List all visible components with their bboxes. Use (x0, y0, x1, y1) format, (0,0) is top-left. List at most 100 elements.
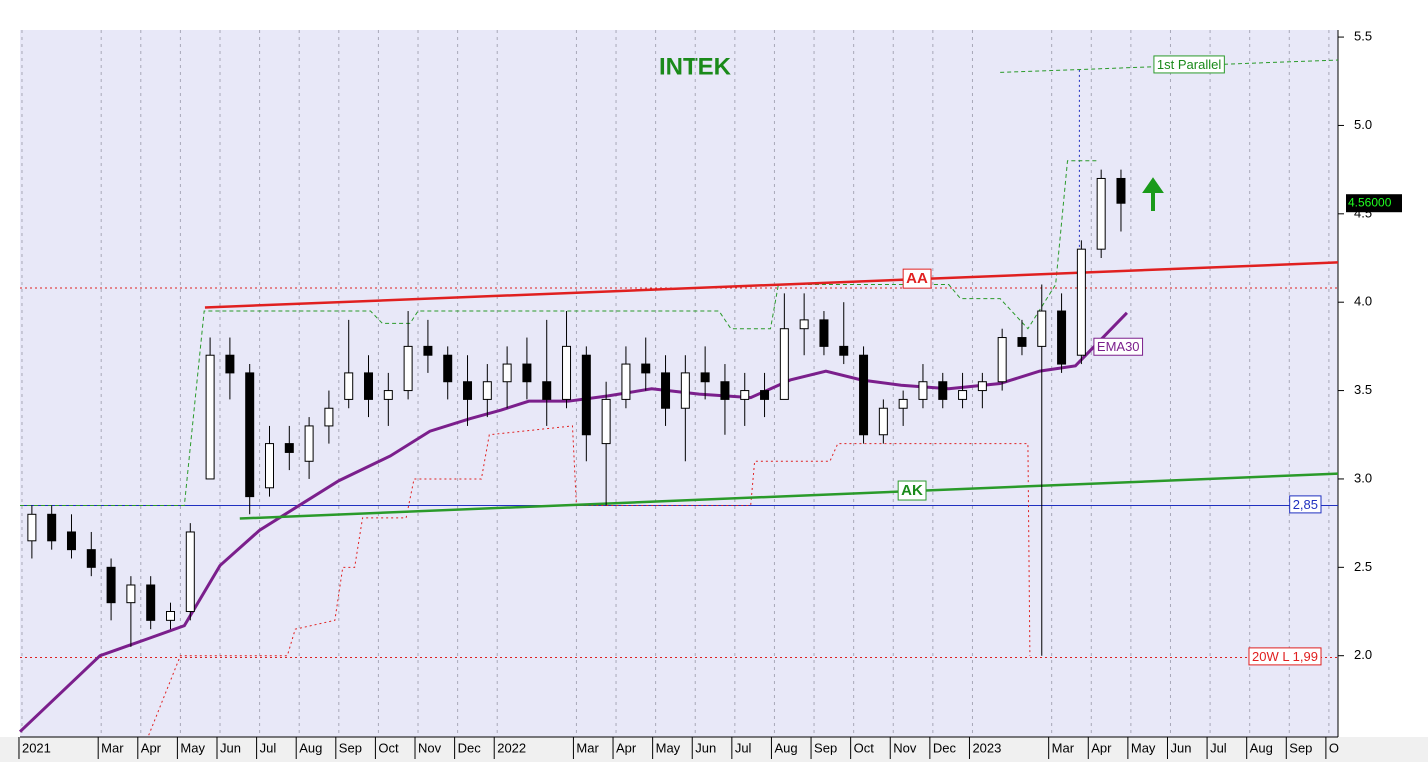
candle-body (898, 398, 908, 409)
x-tick-label: Jun (220, 740, 241, 755)
trendline (239, 472, 1339, 520)
x-tick-label: Mar (101, 740, 124, 755)
x-tick-label: Jun (695, 740, 716, 755)
candle-body (482, 381, 492, 400)
x-tick-label: Apr (141, 740, 162, 755)
candle-body (126, 584, 136, 604)
x-tick-label: Dec (933, 740, 957, 755)
y-tick-label: 2.5 (1354, 559, 1372, 574)
candle-body (522, 363, 532, 383)
candle-body (86, 549, 96, 568)
label-box (1153, 55, 1225, 74)
x-tick-label: 2022 (497, 740, 526, 755)
candle-body (1076, 248, 1086, 356)
x-tick-label: Jul (260, 740, 277, 755)
x-tick-label: May (180, 740, 205, 755)
x-tick-label: O (1329, 740, 1339, 755)
candle-body (977, 381, 987, 392)
candle-body (1017, 337, 1027, 347)
price-tag (1346, 194, 1402, 213)
y-tick-label: 2.0 (1354, 647, 1372, 662)
candle-body (779, 328, 789, 400)
candle-body (284, 443, 294, 453)
y-tick-label: 3.0 (1354, 470, 1372, 485)
candle-body (205, 354, 215, 480)
x-tick-label: Oct (378, 740, 399, 755)
y-tick-label: 5.5 (1354, 29, 1372, 44)
candle-body (165, 611, 175, 621)
x-tick-label: May (656, 740, 681, 755)
candle-body (918, 381, 928, 400)
trendline-label: AA (906, 270, 928, 287)
label-box (897, 480, 927, 501)
x-tick-label: Apr (616, 740, 637, 755)
candle-body (680, 372, 690, 409)
plot-area (20, 30, 1338, 737)
x-tick-label: 2021 (22, 740, 51, 755)
candle-body (443, 354, 453, 383)
candle-body (720, 381, 730, 400)
up-arrow (1142, 177, 1164, 211)
x-tick-label: Mar (1052, 740, 1075, 755)
candle-body (185, 531, 195, 613)
x-tick-label: Dec (458, 740, 482, 755)
candle-body (641, 363, 651, 374)
candle-body (878, 407, 888, 436)
candle-body (760, 390, 770, 400)
x-tick-label: Aug (1250, 740, 1273, 755)
candle-body (344, 372, 354, 400)
x-tick-label: Mar (576, 740, 599, 755)
x-tick-label: Aug (299, 740, 322, 755)
candle-body (324, 407, 334, 427)
candle-body (66, 531, 76, 551)
candle-body (997, 337, 1007, 383)
trendline-label: 1st Parallel (1157, 57, 1221, 72)
candle-body (463, 381, 473, 400)
label-box (1093, 337, 1144, 356)
x-tick-label: Jul (1210, 740, 1227, 755)
candle-body (740, 390, 750, 400)
candle-body (839, 345, 849, 356)
label-box (1248, 647, 1322, 666)
x-tick-label: Sep (339, 740, 362, 755)
candle-body (621, 363, 631, 400)
x-tick-label: Nov (418, 740, 442, 755)
candle-body (245, 372, 255, 498)
candle-body (938, 381, 948, 400)
candle-body (859, 354, 869, 436)
x-axis-band (0, 737, 1428, 762)
trendline (204, 261, 1339, 309)
candle-body (958, 390, 968, 400)
candle-body (799, 319, 809, 330)
candle-body (383, 390, 393, 400)
x-tick-label: Oct (854, 740, 875, 755)
candle-body (661, 372, 671, 409)
x-tick-label: Apr (1091, 740, 1112, 755)
x-tick-label: Sep (814, 740, 837, 755)
label-box (1289, 495, 1322, 514)
x-tick-label: Aug (774, 740, 797, 755)
ema-line (18, 311, 1128, 733)
candle-body (819, 319, 829, 347)
channel-line (20, 160, 1100, 506)
x-tick-label: Sep (1289, 740, 1312, 755)
candle-body (27, 513, 37, 542)
candle-body (581, 354, 591, 436)
candle-body (106, 566, 116, 604)
candle-body (364, 372, 374, 400)
x-tick-label: May (1131, 740, 1156, 755)
candle-body (502, 363, 512, 383)
candle-body (1116, 177, 1126, 204)
candle-body (700, 372, 710, 383)
label-box (902, 268, 932, 289)
x-tick-label: Jun (1170, 740, 1191, 755)
trendline-label: AK (901, 482, 923, 499)
candle-body (146, 584, 156, 621)
price-tag-label: 4.56000 (1348, 195, 1392, 209)
candle-body (423, 345, 433, 356)
ema-label: EMA30 (1097, 339, 1140, 354)
candle-body (265, 443, 275, 489)
x-tick-label: 2023 (972, 740, 1001, 755)
candle-body (47, 513, 57, 542)
